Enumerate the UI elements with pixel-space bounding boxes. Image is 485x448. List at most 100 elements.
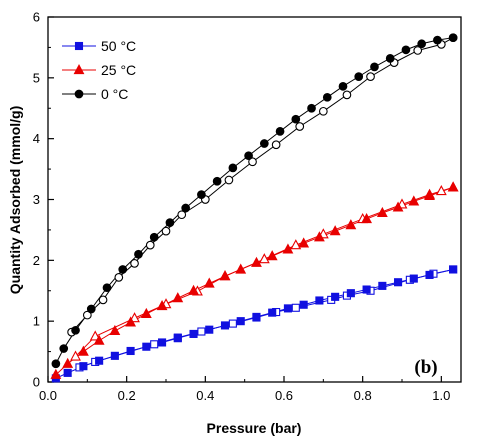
adsorption-point-50C bbox=[142, 342, 151, 351]
adsorption-point-50C bbox=[315, 296, 324, 305]
y-axis-title: Quantity Adsorbed (mmol/g) bbox=[7, 106, 23, 294]
legend-label: 0 °C bbox=[101, 86, 128, 102]
desorption-point-0C bbox=[224, 175, 234, 185]
adsorption-point-0C bbox=[275, 127, 285, 136]
adsorption-point-50C bbox=[283, 304, 292, 313]
y-tick-label: 1 bbox=[33, 314, 40, 329]
x-tick-label: 0.0 bbox=[39, 388, 57, 403]
adsorption-point-50C bbox=[236, 317, 245, 326]
adsorption-point-50C bbox=[409, 274, 418, 283]
desorption-point-50C bbox=[228, 319, 237, 328]
legend-marker bbox=[74, 89, 84, 99]
desorption-point-25C bbox=[290, 239, 302, 250]
y-tick-label: 2 bbox=[33, 253, 40, 268]
adsorption-point-0C bbox=[212, 176, 222, 186]
adsorption-point-50C bbox=[205, 325, 214, 334]
adsorption-point-25C bbox=[266, 250, 278, 261]
adsorption-point-0C bbox=[165, 218, 175, 227]
adsorption-point-0C bbox=[134, 249, 143, 259]
desorption-point-0C bbox=[145, 240, 155, 250]
legend-marker bbox=[73, 64, 85, 75]
adsorption-point-25C bbox=[188, 284, 199, 295]
adsorption-point-0C bbox=[370, 62, 379, 72]
y-axis-ticks: 0 1 2 3 4 5 6 bbox=[33, 10, 54, 390]
x-axis-title: Pressure (bar) bbox=[207, 420, 302, 436]
adsorption-point-0C bbox=[291, 114, 301, 124]
desorption-point-0C bbox=[248, 157, 257, 167]
series bbox=[50, 181, 459, 379]
x-tick-label: 0.6 bbox=[275, 388, 293, 403]
adsorption-point-0C bbox=[401, 45, 411, 55]
x-tick-label: 0.2 bbox=[118, 388, 136, 403]
x-tick-label: 0.8 bbox=[354, 388, 372, 403]
adsorption-point-0C bbox=[259, 139, 269, 148]
adsorption-point-25C bbox=[235, 263, 247, 274]
adsorption-point-25C bbox=[62, 357, 74, 368]
adsorption-point-0C bbox=[197, 190, 206, 199]
desorption-point-0C bbox=[161, 226, 171, 236]
adsorption-point-25C bbox=[408, 195, 420, 206]
adsorption-point-0C bbox=[71, 325, 80, 335]
y-tick-label: 6 bbox=[33, 10, 40, 25]
legend-label: 25 °C bbox=[101, 62, 136, 78]
adsorption-point-50C bbox=[126, 346, 135, 356]
adsorption-point-0C bbox=[118, 265, 128, 274]
adsorption-point-25C bbox=[298, 237, 310, 248]
adsorption-point-50C bbox=[394, 278, 403, 287]
desorption-point-0C bbox=[366, 72, 375, 81]
panel-label: (b) bbox=[414, 357, 437, 378]
desorption-point-0C bbox=[271, 140, 281, 150]
adsorption-point-0C bbox=[417, 39, 427, 49]
adsorption-point-25C bbox=[50, 368, 62, 379]
x-axis-ticks: 0.0 0.2 0.4 0.6 0.8 1.0 bbox=[39, 376, 450, 403]
adsorption-point-50C bbox=[268, 308, 277, 317]
adsorption-point-50C bbox=[189, 329, 198, 338]
legend-marker bbox=[74, 41, 84, 51]
adsorption-point-25C bbox=[361, 213, 373, 224]
adsorption-point-50C bbox=[425, 270, 434, 279]
desorption-point-50C bbox=[291, 303, 300, 312]
desorption-point-25C bbox=[435, 185, 447, 196]
adsorption-point-0C bbox=[385, 54, 395, 63]
adsorption-point-50C bbox=[362, 285, 371, 294]
adsorption-point-50C bbox=[378, 281, 387, 290]
legend-entry: 0 °C bbox=[62, 86, 128, 102]
legend: 50 °C 25 °C 0 °C bbox=[62, 38, 136, 102]
adsorption-point-50C bbox=[220, 321, 230, 330]
desorption-point-0C bbox=[318, 106, 328, 116]
adsorption-point-50C bbox=[158, 338, 167, 347]
adsorption-point-0C bbox=[448, 33, 458, 43]
adsorption-point-50C bbox=[331, 292, 340, 301]
desorption-point-0C bbox=[413, 46, 423, 55]
desorption-point-50C bbox=[150, 340, 159, 349]
adsorption-point-25C bbox=[345, 219, 357, 230]
adsorption-point-25C bbox=[251, 256, 262, 267]
adsorption-point-25C bbox=[282, 243, 294, 254]
y-tick-label: 0 bbox=[33, 375, 40, 390]
desorption-point-0C bbox=[130, 259, 139, 268]
adsorption-point-25C bbox=[424, 189, 435, 200]
adsorption-point-50C bbox=[79, 362, 88, 371]
adsorption-point-0C bbox=[354, 72, 364, 81]
x-tick-label: 0.4 bbox=[196, 388, 214, 403]
desorption-line-25C bbox=[75, 186, 454, 357]
series bbox=[51, 265, 458, 383]
desorption-line-0C bbox=[71, 37, 454, 333]
adsorption-point-25C bbox=[93, 334, 105, 345]
adsorption-point-0C bbox=[102, 283, 112, 293]
legend-label: 50 °C bbox=[101, 38, 136, 54]
adsorption-point-0C bbox=[59, 344, 69, 353]
desorption-point-25C bbox=[258, 253, 270, 264]
adsorption-point-25C bbox=[140, 307, 152, 319]
adsorption-point-0C bbox=[51, 359, 61, 369]
adsorption-point-25C bbox=[156, 299, 168, 311]
adsorption-point-50C bbox=[95, 356, 104, 365]
desorption-point-50C bbox=[197, 327, 206, 336]
desorption-point-0C bbox=[177, 210, 187, 220]
desorption-point-0C bbox=[114, 273, 124, 282]
adsorption-point-0C bbox=[244, 151, 253, 161]
adsorption-point-25C bbox=[376, 206, 388, 218]
desorption-point-25C bbox=[70, 350, 81, 361]
desorption-point-0C bbox=[295, 122, 305, 131]
